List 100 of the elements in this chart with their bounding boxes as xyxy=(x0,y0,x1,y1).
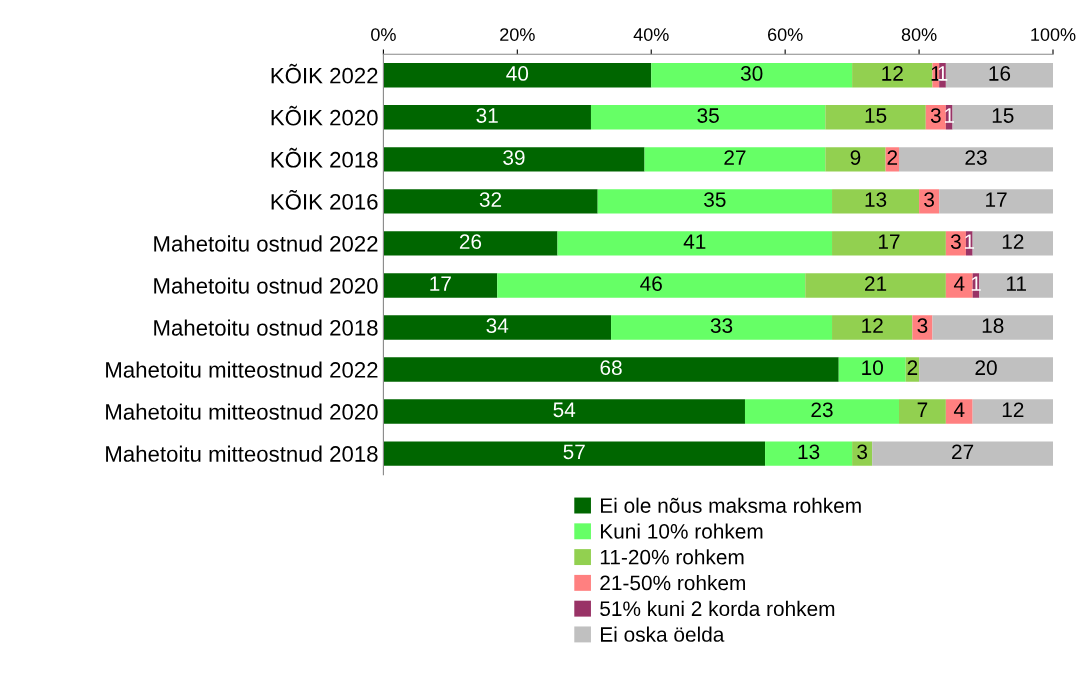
bar xyxy=(383,147,645,172)
data-label: 9 xyxy=(850,150,861,165)
bar xyxy=(597,189,833,214)
data-label: 68 xyxy=(600,360,622,376)
data-label: 54 xyxy=(553,402,576,418)
data-label: 3 xyxy=(950,234,961,249)
data-label: 2 xyxy=(907,360,918,375)
data-label: 21 xyxy=(865,276,887,291)
x-tick-label: 40% xyxy=(633,28,669,41)
bar xyxy=(383,231,558,256)
bar xyxy=(383,399,745,424)
bar xyxy=(383,105,591,130)
data-label: 35 xyxy=(704,192,726,207)
bar xyxy=(765,441,853,466)
data-label: 3 xyxy=(917,318,928,334)
data-label: 31 xyxy=(476,108,498,123)
bar xyxy=(383,357,839,382)
data-label: 15 xyxy=(992,108,1014,123)
data-label: 17 xyxy=(986,192,1007,207)
data-label: 27 xyxy=(724,150,746,165)
y-tick-label: Mahetoitu ostnud 2018 xyxy=(154,319,378,336)
data-label: 26 xyxy=(459,234,482,249)
bar xyxy=(825,147,886,172)
bar xyxy=(898,147,1053,172)
bar xyxy=(952,105,1053,130)
x-tick-label: 60% xyxy=(768,28,803,41)
data-label: 20 xyxy=(975,360,997,376)
bar xyxy=(898,399,946,424)
bar xyxy=(744,399,899,424)
data-label: 3 xyxy=(924,192,934,207)
data-label: 4 xyxy=(953,276,965,291)
y-tick-label: Mahetoitu mitteostnud 2022 xyxy=(106,361,378,378)
legend-label: 21-50% rohkem xyxy=(600,575,745,591)
data-label: 33 xyxy=(710,318,733,334)
legend-label: Ei oska öelda xyxy=(601,626,725,642)
legend-label: Kuni 10% rohkem xyxy=(601,523,763,539)
bar xyxy=(919,189,940,214)
data-label: 13 xyxy=(798,444,820,460)
data-label: 3 xyxy=(857,444,868,460)
data-label: 15 xyxy=(865,108,887,123)
bar xyxy=(945,231,966,256)
data-label: 30 xyxy=(740,66,763,81)
data-label: 7 xyxy=(917,402,928,417)
bar xyxy=(383,315,612,340)
data-label: 18 xyxy=(982,318,1004,334)
data-label: 23 xyxy=(965,150,987,165)
data-label: 4 xyxy=(953,402,965,417)
y-tick-label: Mahetoitu ostnud 2020 xyxy=(154,277,378,294)
bar xyxy=(838,357,906,382)
bar xyxy=(497,273,806,298)
data-label: 35 xyxy=(697,108,719,123)
y-tick-label: Mahetoitu mitteostnud 2018 xyxy=(106,445,378,462)
bar xyxy=(611,315,833,340)
data-label: 12 xyxy=(862,318,883,333)
y-tick-label: KÕIK 2016 xyxy=(271,189,378,210)
data-label: 40 xyxy=(506,66,529,81)
x-tick-label: 80% xyxy=(901,28,937,41)
bar xyxy=(825,105,926,130)
data-label: 13 xyxy=(865,192,887,207)
data-label: 27 xyxy=(952,444,974,459)
y-tick-label: Mahetoitu ostnud 2022 xyxy=(154,235,378,252)
data-label: 3 xyxy=(930,108,941,123)
bar xyxy=(912,315,933,340)
bar xyxy=(832,315,913,340)
legend-label: 51% kuni 2 korda rohkem xyxy=(600,600,835,617)
data-label: 16 xyxy=(989,66,1011,81)
data-label: 41 xyxy=(683,234,706,249)
bar xyxy=(945,399,973,424)
y-tick-label: KÕIK 2018 xyxy=(271,147,378,168)
x-tick-label: 20% xyxy=(500,28,535,41)
bar xyxy=(644,147,826,172)
bar xyxy=(932,315,1053,340)
bar xyxy=(383,441,766,466)
bar xyxy=(972,399,1053,424)
bar xyxy=(939,189,1053,214)
bar xyxy=(557,231,833,256)
data-label: 32 xyxy=(479,192,502,207)
data-label: 39 xyxy=(503,150,525,165)
bar xyxy=(919,357,1053,382)
legend-label: Ei ole nõus maksma rohkem xyxy=(601,497,861,513)
data-label: 10 xyxy=(862,360,883,376)
bar xyxy=(852,441,873,466)
y-tick-label: KÕIK 2020 xyxy=(271,105,378,126)
bar xyxy=(979,273,1053,298)
x-tick-label: 100% xyxy=(1031,28,1076,41)
bar xyxy=(383,273,498,298)
bar xyxy=(972,231,1053,256)
bar xyxy=(852,63,933,88)
data-label: 23 xyxy=(811,402,833,418)
bar xyxy=(383,63,652,88)
data-label: 17 xyxy=(878,234,900,249)
data-label: 46 xyxy=(640,276,662,292)
data-label: 57 xyxy=(563,444,585,460)
data-label: 17 xyxy=(430,276,451,291)
bar xyxy=(590,105,826,130)
data-label: 12 xyxy=(1002,402,1024,417)
data-label: 11 xyxy=(1006,276,1026,291)
bar xyxy=(805,273,946,298)
bar xyxy=(832,189,920,214)
bar xyxy=(651,63,853,88)
